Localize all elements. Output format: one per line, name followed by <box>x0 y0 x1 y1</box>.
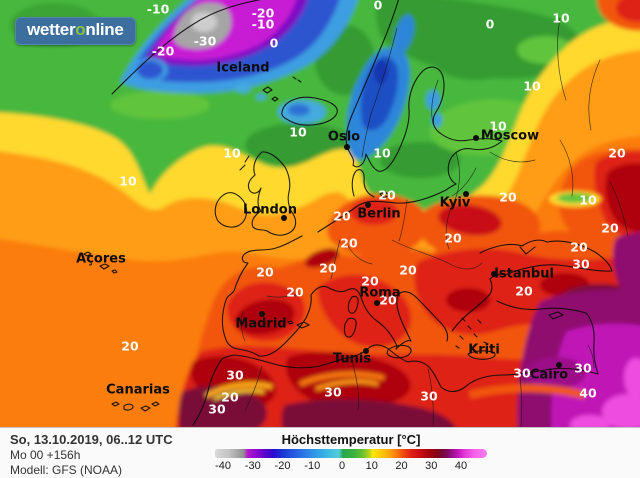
city-label: Oslo <box>328 130 360 145</box>
contour-label: 10 <box>552 11 570 26</box>
contour-label: 20 <box>378 188 396 203</box>
contour-label: 30 <box>572 257 590 272</box>
contour-label: 20 <box>444 231 462 246</box>
city-label: Istanbul <box>494 267 554 282</box>
city-label: Iceland <box>216 61 269 76</box>
contour-label: 20 <box>340 236 358 251</box>
model-name-label: Modell: GFS (NOAA) <box>10 463 123 477</box>
contour-label: 10 <box>373 146 391 161</box>
country-borders <box>240 17 629 427</box>
logo-text-accent: o <box>75 20 86 39</box>
legend-tick: -20 <box>274 460 291 472</box>
legend-color-scale <box>215 449 487 458</box>
city-dot <box>473 135 479 141</box>
contour-label: 30 <box>513 366 531 381</box>
city-dot <box>463 191 469 197</box>
contour-label: 10 <box>289 125 307 140</box>
city-dot <box>344 144 350 150</box>
city-label: Cairo <box>530 368 568 383</box>
contour-label: 10 <box>579 193 597 208</box>
city-label: Roma <box>359 286 400 301</box>
city-label: Kyiv <box>440 196 471 211</box>
city-dot <box>556 362 562 368</box>
coastlines <box>83 0 613 426</box>
contour-label: -20 <box>252 6 275 21</box>
contour-label: 30 <box>574 361 592 376</box>
contour-label: 20 <box>570 240 588 255</box>
logo-text-prefix: wetter <box>27 20 76 39</box>
city-label: Tunis <box>333 352 371 367</box>
temperature-map: -10 -20 -10 -30 -20 0 0 0 10 10 10 10 10 10 10 10 20 20 20… <box>0 0 640 427</box>
city-labels: Iceland Oslo Moscow London Berlin Kyiv Açores R… <box>76 61 568 398</box>
city-dot <box>363 348 369 354</box>
contour-label: 0 <box>270 36 279 51</box>
model-run-label: Mo 00 +156h <box>10 448 81 462</box>
contour-label: -10 <box>147 2 170 17</box>
legend-tick: -40 <box>215 460 231 472</box>
contour-label: 20 <box>499 190 517 205</box>
contour-label: 10 <box>223 146 241 161</box>
city-label: Canarias <box>106 383 170 398</box>
city-dot <box>365 202 371 208</box>
legend-tick: 30 <box>425 460 438 472</box>
contour-label: 30 <box>208 402 226 417</box>
city-dot <box>491 271 497 277</box>
contour-label: 20 <box>361 274 379 289</box>
contour-label: 20 <box>333 209 351 224</box>
city-dot <box>259 311 265 317</box>
contour-label: 30 <box>420 389 438 404</box>
contour-label: 20 <box>319 261 337 276</box>
city-label: Berlin <box>357 207 400 222</box>
contour-label: -20 <box>152 44 175 59</box>
contour-label: 20 <box>515 284 533 299</box>
contour-label: 30 <box>324 385 342 400</box>
footer-bar: So, 13.10.2019, 06..12 UTC Mo 00 +156h M… <box>0 427 640 478</box>
city-dot <box>374 300 380 306</box>
contour-label: 20 <box>399 263 417 278</box>
valid-time-label: So, 13.10.2019, 06..12 UTC <box>10 432 173 447</box>
city-label: Madrid <box>235 317 286 332</box>
logo-text-suffix: nline <box>85 20 124 39</box>
contour-label: 20 <box>608 146 626 161</box>
temperature-field <box>0 0 640 427</box>
contour-label: 20 <box>379 293 397 308</box>
contour-label: 0 <box>374 0 383 13</box>
city-dot <box>281 215 287 221</box>
contour-label: -30 <box>194 34 217 49</box>
contour-label: 20 <box>121 339 139 354</box>
contour-label: 40 <box>579 386 597 401</box>
legend-tick: 0 <box>338 460 346 472</box>
contour-label: 20 <box>221 390 239 405</box>
contour-label: 10 <box>119 174 137 189</box>
legend-title: Höchsttemperatur [°C] <box>281 432 421 447</box>
legend-tick: -10 <box>304 460 321 472</box>
city-label: Kriti <box>468 343 500 358</box>
legend-tick: 40 <box>454 460 468 472</box>
contour-label: 20 <box>256 265 274 280</box>
city-label: Açores <box>76 252 126 267</box>
legend-tick: -30 <box>244 460 261 472</box>
contour-label: -10 <box>252 17 275 32</box>
wetteronline-logo: wetteronline <box>15 17 136 45</box>
legend-tick: 20 <box>395 460 408 472</box>
contour-label: 10 <box>523 79 541 94</box>
city-label: London <box>243 203 297 218</box>
contour-label: 30 <box>226 368 244 383</box>
contour-label: 10 <box>489 119 507 134</box>
contour-label: 20 <box>601 221 619 236</box>
city-label: Moscow <box>481 129 539 144</box>
contour-label: 0 <box>486 17 495 32</box>
contour-label: 20 <box>286 285 304 300</box>
legend-tick: 10 <box>365 460 378 472</box>
